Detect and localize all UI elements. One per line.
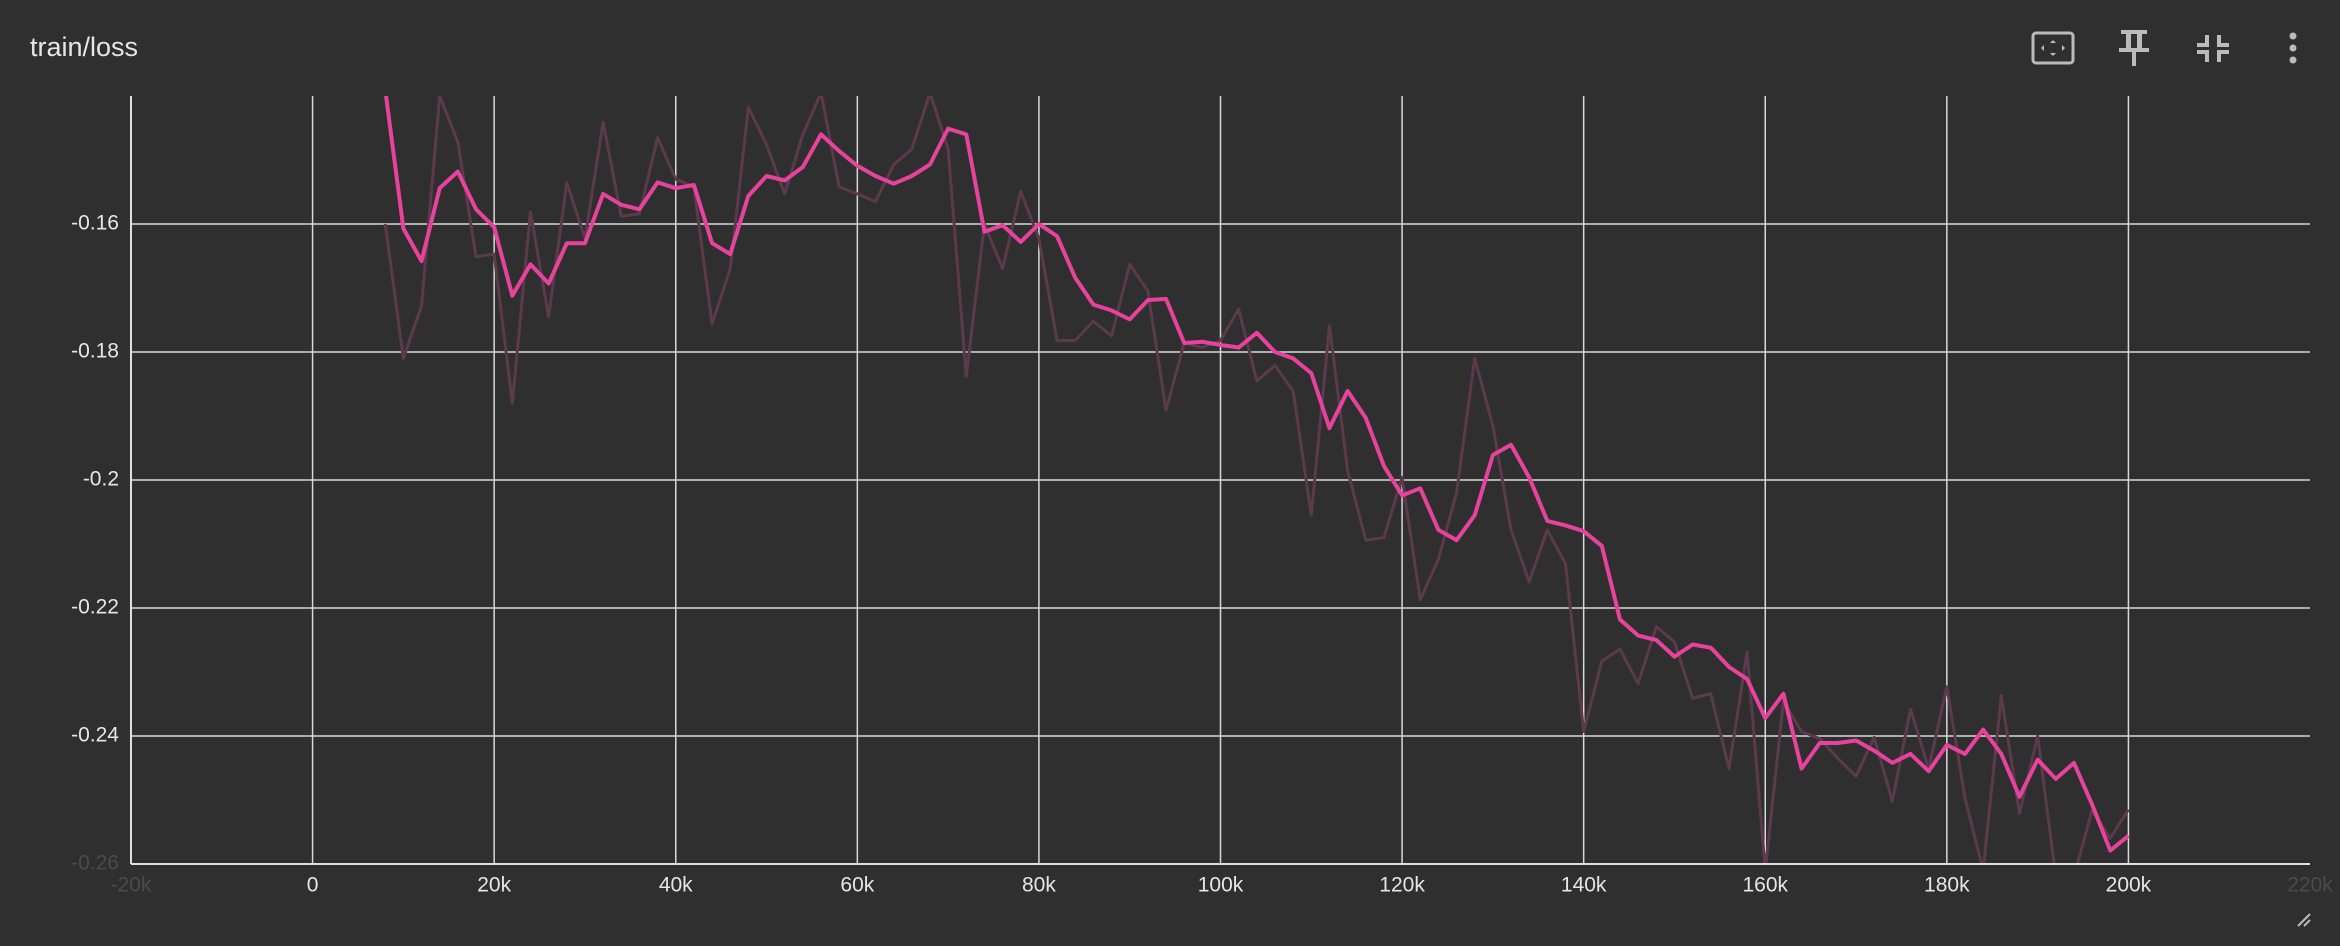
x-tick-label: 140k [1561,874,1607,897]
x-tick-label: 100k [1198,874,1244,897]
y-tick-label: -0.26 [71,852,119,875]
y-tick-label: -0.22 [71,596,119,619]
x-tick-label: 120k [1379,874,1425,897]
y-tick-label: -0.18 [71,340,119,363]
menu-icon[interactable] [2289,32,2297,64]
x-tick-label: 220k [2287,874,2333,897]
x-tick-label: 0 [307,874,319,897]
y-tick-label: -0.16 [71,212,119,235]
tick-labels: -0.26 -0.24 -0.22 -0.2 -0.18 -0.16 -20k 0 20k 40k… [71,212,2333,897]
chart-title: train/loss [30,32,138,62]
y-tick-label: -0.2 [83,468,119,491]
x-tick-label: 160k [1742,874,1788,897]
fit-icon[interactable] [2031,31,2075,65]
plot-area [383,96,2130,864]
x-tick-label: -20k [111,874,152,897]
grid [131,96,2310,864]
collapse-icon[interactable] [2197,35,2229,62]
series-line [383,96,2130,864]
x-tick-label: 60k [840,874,874,897]
x-tick-label: 180k [1924,874,1970,897]
x-tick-label: 20k [477,874,511,897]
series-line [384,96,2130,853]
x-tick-label: 40k [659,874,693,897]
x-tick-label: 200k [2106,874,2152,897]
x-tick-label: 80k [1022,874,1056,897]
resize-handle[interactable] [2297,913,2311,927]
pin-icon[interactable] [2119,30,2149,66]
y-tick-label: -0.24 [71,724,119,747]
